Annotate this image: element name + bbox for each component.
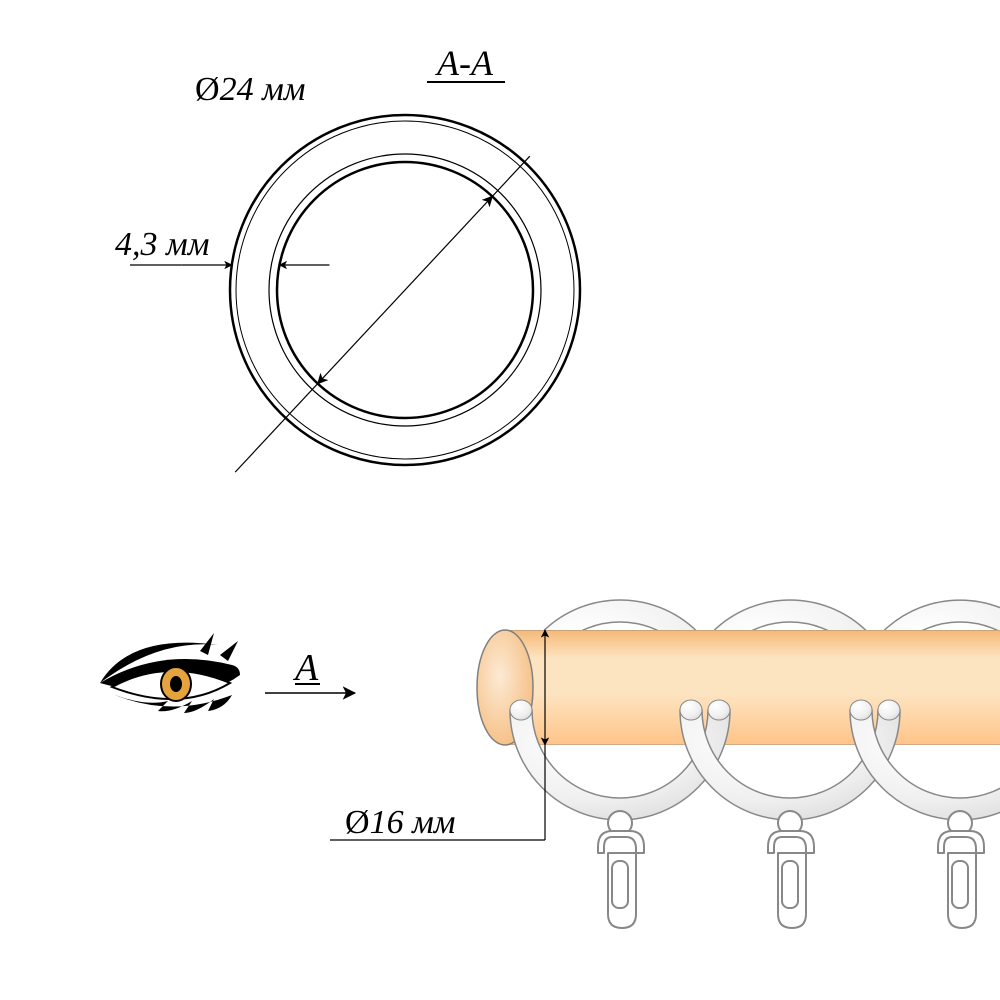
- section-title: A-A: [435, 43, 494, 83]
- eye-icon: [100, 633, 240, 713]
- rod-diameter-label: Ø16 мм: [345, 804, 455, 841]
- curtain-rod: [505, 630, 1000, 745]
- curtain-hook: [938, 831, 984, 928]
- curtain-hook: [598, 831, 644, 928]
- diameter-label: Ø24 мм: [195, 71, 305, 108]
- technical-diagram: A-A Ø24 мм 4,3 мм Ø16 мм A: [0, 0, 1000, 1000]
- thickness-label: 4,3 мм: [115, 226, 209, 263]
- view-label: A: [292, 647, 319, 689]
- curtain-hook: [768, 831, 814, 928]
